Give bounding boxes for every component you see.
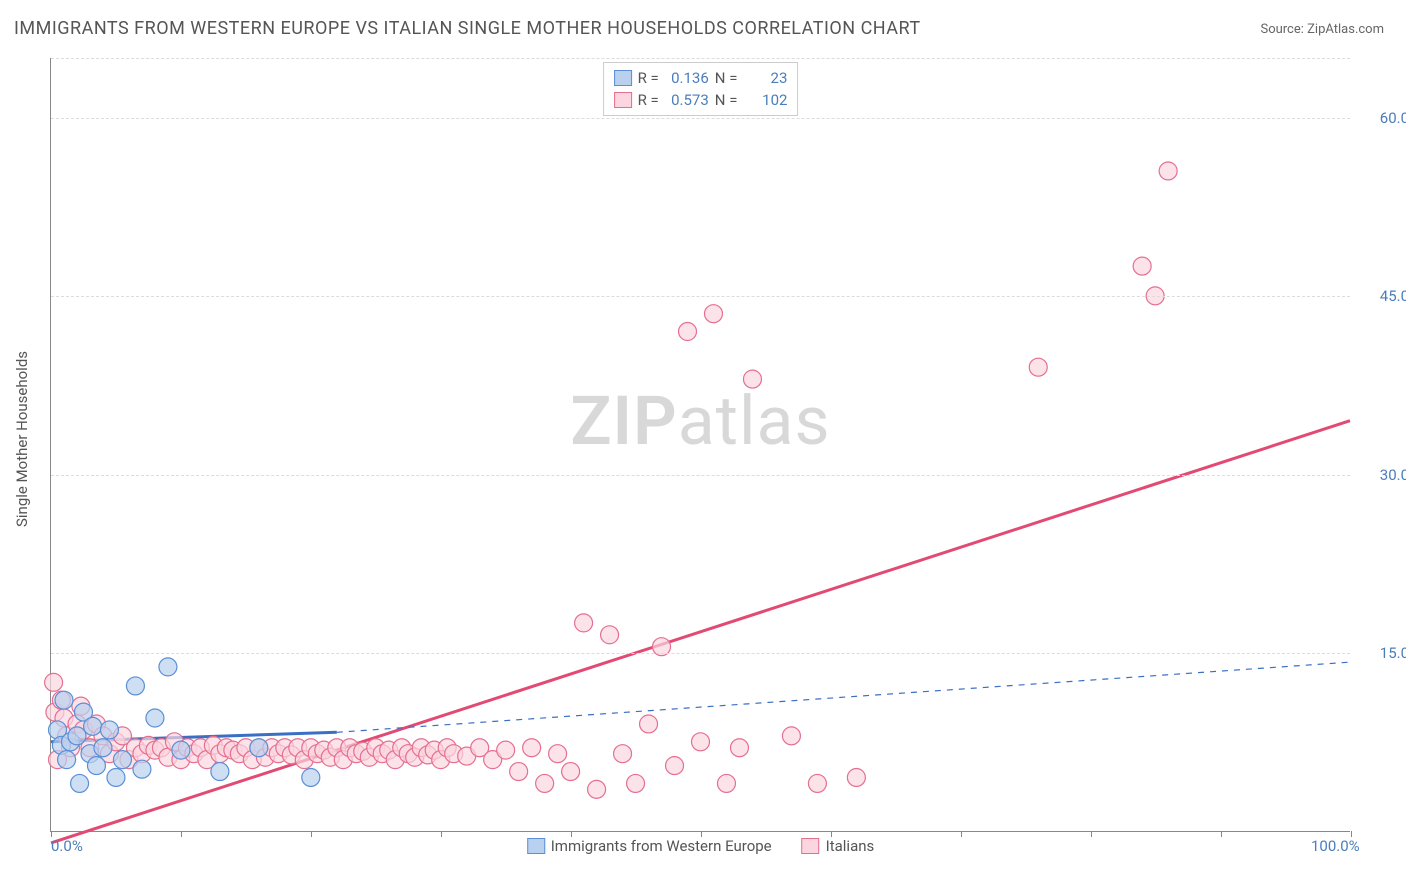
y-axis-label: Single Mother Households bbox=[13, 351, 31, 527]
x-tick bbox=[831, 831, 832, 837]
r-value-italians: 0.573 bbox=[665, 89, 709, 111]
legend-swatch-immigrants bbox=[614, 70, 632, 86]
legend-swatch-italians bbox=[614, 92, 632, 108]
x-tick bbox=[311, 831, 312, 837]
gridline bbox=[51, 475, 1350, 476]
source-name: ZipAtlas.com bbox=[1307, 22, 1384, 37]
plot-area: ZIPatlas R = 0.136 N = 23 R = 0.573 N = … bbox=[50, 58, 1350, 832]
n-label: N = bbox=[715, 67, 738, 89]
y-tick-label: 30.0% bbox=[1360, 466, 1406, 484]
gridline bbox=[51, 296, 1350, 297]
n-label: N = bbox=[715, 89, 738, 111]
r-value-immigrants: 0.136 bbox=[665, 67, 709, 89]
gridline bbox=[51, 118, 1350, 119]
gridline bbox=[51, 653, 1350, 654]
r-label: R = bbox=[638, 89, 659, 111]
x-tick-label: 100.0% bbox=[1311, 837, 1360, 855]
source-prefix: Source: bbox=[1260, 22, 1307, 37]
legend-row-immigrants: R = 0.136 N = 23 bbox=[614, 67, 788, 89]
chart-title: IMMIGRANTS FROM WESTERN EUROPE VS ITALIA… bbox=[14, 18, 921, 39]
y-tick-label: 45.0% bbox=[1360, 287, 1406, 305]
r-label: R = bbox=[638, 67, 659, 89]
series-legend: Immigrants from Western Europe Italians bbox=[527, 837, 875, 855]
y-tick-label: 15.0% bbox=[1360, 644, 1406, 662]
legend-row-italians: R = 0.573 N = 102 bbox=[614, 89, 788, 111]
x-tick-label: 0.0% bbox=[51, 837, 83, 855]
correlation-legend: R = 0.136 N = 23 R = 0.573 N = 102 bbox=[603, 62, 799, 116]
x-tick bbox=[961, 831, 962, 837]
x-tick bbox=[441, 831, 442, 837]
legend-swatch-italians bbox=[802, 838, 820, 854]
legend-label-italians: Italians bbox=[826, 837, 875, 855]
n-value-immigrants: 23 bbox=[743, 67, 787, 89]
scatter-plot-svg bbox=[51, 58, 1350, 831]
gridline bbox=[51, 58, 1350, 59]
legend-item-italians: Italians bbox=[802, 837, 875, 855]
x-tick bbox=[1221, 831, 1222, 837]
legend-label-immigrants: Immigrants from Western Europe bbox=[551, 837, 772, 855]
x-tick bbox=[181, 831, 182, 837]
x-tick bbox=[571, 831, 572, 837]
source-attribution: Source: ZipAtlas.com bbox=[1260, 22, 1384, 37]
x-tick bbox=[1091, 831, 1092, 837]
n-value-italians: 102 bbox=[743, 89, 787, 111]
y-tick-label: 60.0% bbox=[1360, 109, 1406, 127]
x-tick bbox=[701, 831, 702, 837]
legend-item-immigrants: Immigrants from Western Europe bbox=[527, 837, 772, 855]
legend-swatch-immigrants bbox=[527, 838, 545, 854]
